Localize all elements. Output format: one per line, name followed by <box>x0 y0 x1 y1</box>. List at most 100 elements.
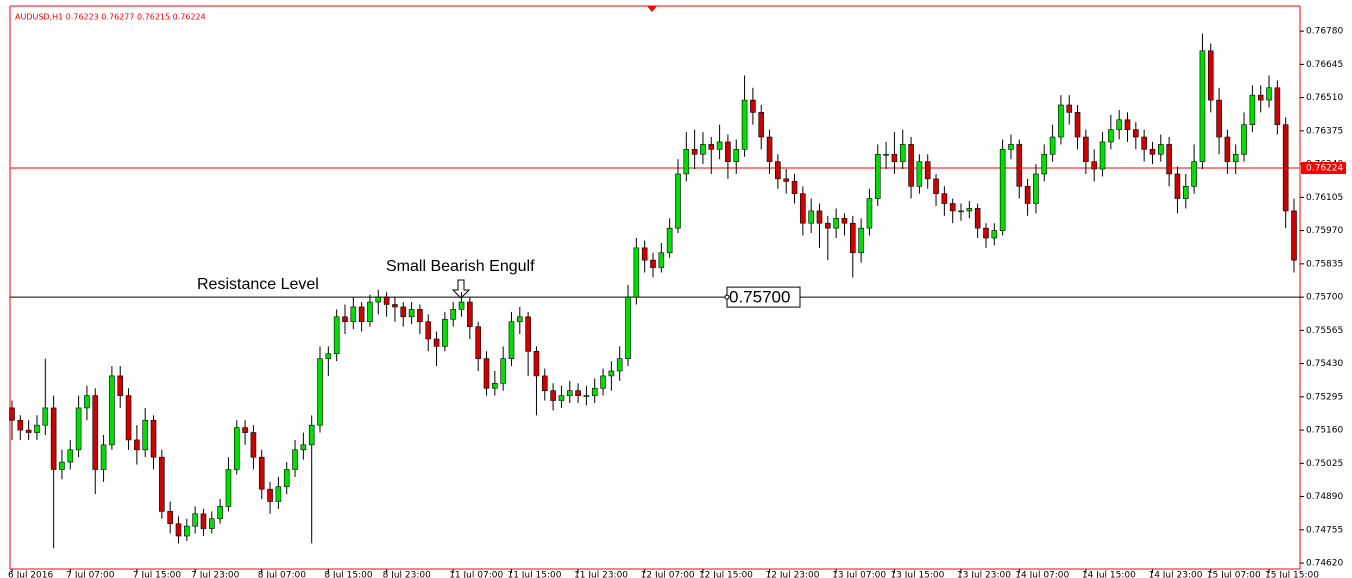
x-tick-label: 11 Jul 15:00 <box>507 571 561 578</box>
candle-body <box>983 227 989 239</box>
y-tick-label: 0.74620 <box>1306 559 1343 569</box>
candle-body <box>1091 161 1098 170</box>
candle-body <box>442 318 448 347</box>
candle-body <box>1274 87 1281 126</box>
candle-body <box>167 511 173 524</box>
candle-body <box>325 353 332 359</box>
candle-body <box>200 513 207 529</box>
candle-body <box>908 144 914 187</box>
annotation: Small Bearish Engulf <box>386 258 535 275</box>
candle-body <box>1191 161 1197 187</box>
candle-body <box>616 358 623 372</box>
candle-body <box>783 178 789 182</box>
candle-body <box>134 439 140 451</box>
candle-body <box>34 424 40 433</box>
y-tick-label: 0.76105 <box>1306 193 1343 203</box>
candle-body <box>1199 50 1206 162</box>
candle-body <box>750 99 756 113</box>
x-tick-label: 7 Jul 07:00 <box>66 571 115 578</box>
candle-body <box>550 390 556 401</box>
candle-body <box>109 375 115 446</box>
candle-body <box>392 304 398 308</box>
candle-body <box>342 316 348 323</box>
x-tick-label: 13 Jul 07:00 <box>832 571 886 578</box>
y-tick-label: 0.75700 <box>1306 293 1343 303</box>
candle-body <box>1133 129 1139 138</box>
x-tick-label: 8 Jul 07:00 <box>258 571 307 578</box>
y-tick-label: 0.76780 <box>1306 27 1343 37</box>
candle-body <box>1016 144 1023 187</box>
candle-body <box>641 247 648 261</box>
y-tick-label: 0.76645 <box>1306 60 1343 70</box>
price-label: 0.76224 <box>1306 164 1343 174</box>
candle-body <box>533 350 540 377</box>
y-tick-label: 0.75835 <box>1306 259 1343 269</box>
candle-body <box>292 449 298 470</box>
candle-body <box>675 173 681 229</box>
candle-body <box>250 432 257 458</box>
candle-body <box>566 390 573 396</box>
candle-body <box>974 208 981 229</box>
candle-body <box>899 144 906 162</box>
x-tick-label: 15 Jul 07:00 <box>1207 571 1261 578</box>
candle-body <box>1232 153 1239 162</box>
x-tick-label: 11 Jul 23:00 <box>574 571 628 578</box>
candle-body <box>367 301 373 323</box>
candle-body <box>891 153 898 162</box>
x-tick-label: 15 Jul 15:00 <box>1265 571 1319 578</box>
candle-body <box>924 161 931 180</box>
candle-body <box>175 523 182 537</box>
candle-body <box>700 144 706 155</box>
candle-body <box>358 306 365 323</box>
x-tick-label: 14 Jul 07:00 <box>1015 571 1069 578</box>
candle-body <box>849 222 856 254</box>
candle-body <box>400 306 407 318</box>
candle-body <box>500 358 506 384</box>
candle-body <box>242 427 248 433</box>
candle-body <box>683 149 690 175</box>
candle-body <box>450 309 457 320</box>
candle-body <box>184 525 190 537</box>
candle-body <box>1266 87 1272 101</box>
y-tick-label: 0.75565 <box>1306 326 1343 336</box>
candle-body <box>1099 141 1106 170</box>
y-tick-label: 0.76510 <box>1306 93 1343 103</box>
candle-body <box>658 252 665 268</box>
candle-body <box>600 375 606 389</box>
candle-body <box>933 178 939 194</box>
candle-body <box>625 296 631 359</box>
x-tick-label: 6 Jul 2016 <box>8 571 53 578</box>
candle-body <box>758 112 765 138</box>
candle-body <box>100 444 107 470</box>
candle-body <box>92 395 99 470</box>
candle-body <box>25 429 32 433</box>
x-tick-label: 11 Jul 07:00 <box>449 571 503 578</box>
candle-body <box>916 161 923 187</box>
candle-body <box>458 301 465 310</box>
candle-body <box>999 149 1006 231</box>
candle-body <box>825 222 831 229</box>
candle-body <box>1108 129 1114 143</box>
candle-body <box>50 407 57 470</box>
candle-body <box>1216 99 1222 138</box>
y-tick-label: 0.75430 <box>1306 359 1343 369</box>
candle-body <box>583 395 590 397</box>
price-label-box <box>1301 162 1346 175</box>
candle-body <box>791 181 798 194</box>
candle-body <box>866 198 873 229</box>
candle-body <box>633 247 640 298</box>
x-tick-label: 7 Jul 15:00 <box>133 571 182 578</box>
candle-body <box>67 449 74 463</box>
candle-body <box>816 210 823 224</box>
candle-body <box>1083 136 1089 162</box>
chart-title: AUDUSD,H1 0.76223 0.76277 0.76215 0.7622… <box>15 13 206 22</box>
candle-body <box>1158 144 1164 155</box>
y-tick-label: 0.74755 <box>1306 525 1343 535</box>
candle-body <box>1008 144 1014 150</box>
candle-body <box>1224 136 1231 162</box>
candle-body <box>1049 136 1056 155</box>
candle-body <box>666 227 673 254</box>
level-label: 0.75700 <box>729 288 790 307</box>
